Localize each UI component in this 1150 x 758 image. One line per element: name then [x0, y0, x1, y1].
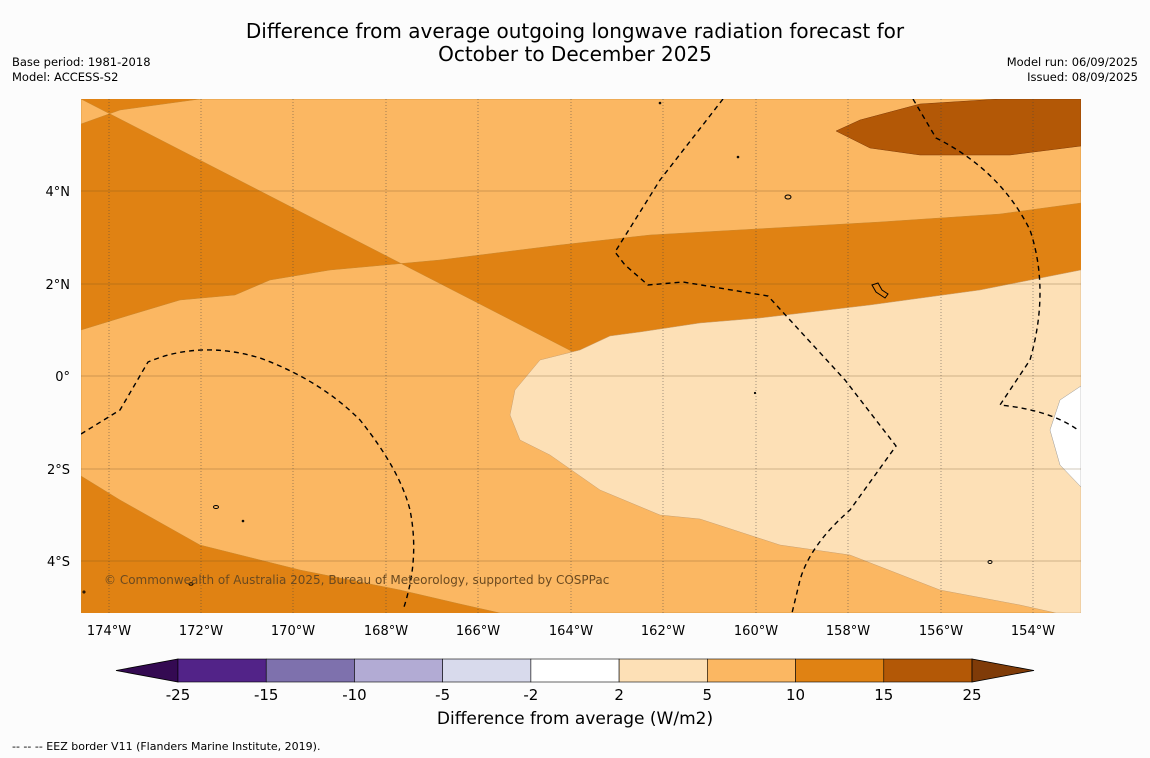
island-outline: [871, 282, 889, 299]
lon-tick-label: 172°W: [179, 624, 223, 639]
lon-tick-label: 168°W: [364, 624, 408, 639]
island-outline: [188, 582, 194, 586]
island-outline: [753, 391, 757, 395]
lon-tick-label: 158°W: [826, 624, 870, 639]
lon-tick-label: 174°W: [87, 624, 131, 639]
anomaly-band-neutral: [1049, 385, 1081, 488]
colorbar-tick-label: 15: [874, 686, 893, 704]
island-outline: [82, 590, 86, 594]
lat-tick-label: 4°N: [46, 185, 71, 200]
island-outline: [241, 519, 245, 523]
lon-tick-label: 156°W: [919, 624, 963, 639]
colorbar-swatch: [530, 658, 620, 683]
lat-gridlines: [81, 190, 1081, 562]
lon-tick-label: 162°W: [641, 624, 685, 639]
colorbar-swatch: [265, 658, 355, 683]
model-run: Model run: 06/09/2025: [1006, 55, 1138, 69]
colorbar-tick-label: 10: [786, 686, 805, 704]
colorbar-swatch: [442, 658, 532, 683]
colorbar-tick-label: 25: [962, 686, 981, 704]
footnote: -- -- -- EEZ border V11 (Flanders Marine…: [12, 740, 321, 753]
colorbar-swatch: [618, 658, 708, 683]
colorbar-swatch: [354, 658, 443, 683]
chart-title: Difference from average outgoing longwav…: [0, 20, 1150, 66]
colorbar-label: Difference from average (W/m2): [436, 709, 714, 729]
lat-tick-label: 4°S: [47, 555, 70, 570]
colorbar-swatch: [795, 658, 885, 683]
lat-tick-label: 0°: [55, 370, 70, 385]
colorbar-swatch: [177, 658, 267, 683]
colorbar-tick-label: 2: [614, 686, 624, 704]
colorbar-extend-min: [115, 658, 179, 683]
colorbar-tick-label: 5: [703, 686, 713, 704]
island-outline: [987, 560, 993, 564]
lat-tick-label: 2°S: [47, 463, 70, 478]
title-line-2: October to December 2025: [438, 42, 712, 66]
lon-tick-label: 170°W: [271, 624, 315, 639]
island-outline: [213, 505, 219, 509]
island-outline: [784, 194, 792, 200]
anomaly-band-2-5-top: [509, 269, 1081, 613]
title-line-1: Difference from average outgoing longwav…: [245, 19, 905, 43]
island-outline: [736, 155, 740, 159]
colorbar-tick-label: -2: [523, 686, 538, 704]
meta-right: Model run: 06/09/2025 Issued: 08/09/2025: [1007, 55, 1138, 85]
issued-date: Issued: 08/09/2025: [1027, 70, 1138, 84]
anomaly-band-15-25: [835, 99, 1081, 156]
map-plot-area: © Commonwealth of Australia 2025, Bureau…: [81, 99, 1081, 613]
latitude-axis: 4°N 2°N 0° 2°S 4°S: [46, 185, 71, 570]
lon-tick-label: 166°W: [456, 624, 500, 639]
longitude-axis: 174°W 172°W 170°W 168°W 166°W 164°W 162°…: [87, 624, 1055, 639]
colorbar: -25 -15 -10 -5 -2 2 5 10 15 25: [115, 658, 1035, 704]
colorbar-tick-label: -10: [342, 686, 367, 704]
lon-tick-label: 164°W: [549, 624, 593, 639]
island-outline: [658, 101, 662, 105]
colorbar-tick-label: -15: [254, 686, 279, 704]
eez-borders: [81, 99, 1079, 613]
lon-tick-label: 160°W: [734, 624, 778, 639]
lat-tick-label: 2°N: [46, 278, 71, 293]
base-period: Base period: 1981-2018: [12, 55, 151, 69]
meta-left: Base period: 1981-2018 Model: ACCESS-S2: [12, 55, 151, 85]
colorbar-tick-label: -25: [166, 686, 191, 704]
copyright-text: © Commonwealth of Australia 2025, Bureau…: [104, 573, 609, 587]
model-name: Model: ACCESS-S2: [12, 70, 119, 84]
islands: [82, 101, 993, 594]
lon-tick-label: 154°W: [1011, 624, 1055, 639]
colorbar-swatch: [883, 658, 973, 683]
colorbar-extend-max: [971, 658, 1035, 683]
colorbar-swatch: [707, 658, 796, 683]
colorbar-tick-label: -5: [435, 686, 450, 704]
